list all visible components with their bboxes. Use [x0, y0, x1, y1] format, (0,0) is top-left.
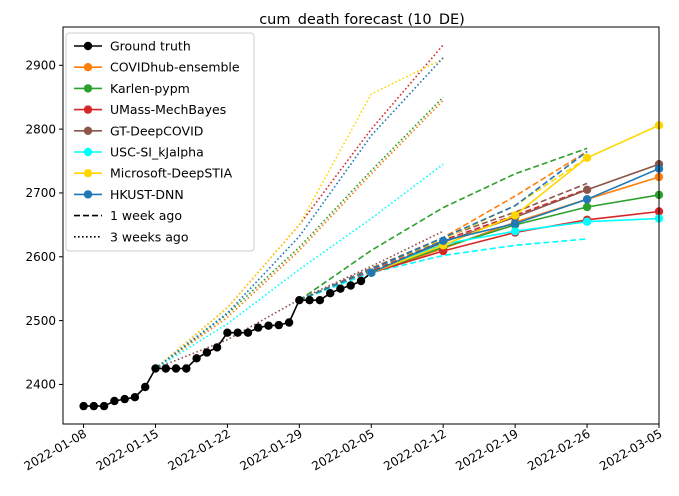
legend-marker — [83, 126, 93, 135]
umass-mechbayes-3wk-line — [154, 44, 444, 370]
legend-marker — [83, 84, 93, 93]
ground-truth-point — [254, 323, 263, 332]
ground-truth-point — [356, 276, 366, 286]
ground-truth-point — [182, 364, 191, 373]
covidhub-ensemble-1wk-line — [298, 150, 588, 301]
ground-truth-point — [274, 320, 283, 330]
ground-truth-point — [130, 393, 140, 402]
ground-truth-point — [315, 296, 325, 305]
legend-marker — [83, 190, 93, 199]
ground-truth-point — [295, 296, 304, 305]
microsoft-deepstia-forecast-point — [582, 153, 592, 162]
x-tick-label: 2022-02-19 — [453, 426, 520, 473]
x-axis: 2022-01-08 2022-01-15 2022-01-22 2022-01-29… — [22, 424, 665, 473]
ground-truth-point — [99, 401, 109, 411]
plot-area — [79, 44, 664, 411]
usc-si-kjalpha-forecast-point — [582, 217, 592, 226]
ground-truth-point — [243, 328, 253, 337]
legend-marker — [83, 41, 93, 51]
legend-marker — [83, 62, 93, 72]
ground-truth-point — [110, 396, 119, 406]
karlen-pypm-1wk-line — [298, 147, 588, 301]
legend-label: Ground truth — [110, 39, 191, 54]
y-axis: 2400 2500 2600 2700 2800 2900 — [25, 59, 63, 392]
legend-label: COVIDhub-ensemble — [110, 60, 240, 75]
x-tick-label: 2022-01-08 — [22, 426, 89, 473]
karlen-pypm-forecast-point — [582, 202, 592, 212]
ground-truth-point — [192, 354, 201, 363]
ground-truth-point — [161, 364, 170, 373]
chart-title: cum_death forecast (10_DE) — [259, 12, 465, 28]
hkust-dnn-forecast-point — [367, 268, 376, 277]
legend-label: USC-SI_kJalpha — [110, 145, 204, 160]
microsoft-deepstia-forecast-point — [510, 211, 520, 220]
ground-truth-point — [151, 364, 160, 373]
microsoft-deepstia-forecast-line — [371, 124, 660, 274]
legend-marker — [83, 105, 93, 114]
legend-label: 3 weeks ago — [110, 229, 189, 244]
ground-truth-point — [305, 296, 314, 305]
y-tick-label: 2700 — [25, 186, 56, 200]
ground-truth-point — [141, 382, 150, 392]
hkust-dnn-forecast-point — [439, 236, 448, 245]
x-tick-label: 2022-02-12 — [381, 426, 448, 473]
x-tick-label: 2022-03-05 — [597, 426, 664, 473]
usc-si-kjalpha-1wk-line — [299, 238, 588, 301]
legend-label: UMass-MechBayes — [110, 102, 226, 117]
ground-truth-point — [202, 348, 212, 357]
x-tick-label: 2022-01-22 — [166, 426, 233, 473]
ground-truth-point — [326, 289, 335, 298]
ground-truth-point — [89, 401, 99, 411]
ground-truth-point — [346, 281, 355, 290]
y-tick-label: 2600 — [25, 250, 56, 264]
legend-label: Microsoft-DeepSTIA — [110, 166, 233, 181]
y-tick-label: 2400 — [25, 378, 56, 392]
plot-frame — [62, 26, 660, 425]
ground-truth-point — [171, 364, 181, 373]
usc-si-kjalpha-forecast-point — [510, 227, 520, 236]
ground-truth-point — [336, 284, 345, 293]
legend-box — [65, 32, 255, 252]
ground-truth-point — [264, 321, 273, 330]
legend: Ground truth COVIDhub-ensemble Karlen-pypm… — [65, 32, 255, 252]
legend-label: 1 week ago — [110, 208, 182, 223]
usc-si-kjalpha-3wk-line — [155, 163, 444, 370]
hkust-dnn-3wk-line — [155, 57, 444, 370]
legend-label: Karlen-pypm — [110, 81, 190, 96]
legend-marker — [83, 169, 93, 178]
x-tick-label: 2022-02-05 — [309, 426, 376, 473]
hkust-dnn-forecast-point — [582, 195, 592, 204]
x-tick-label: 2022-02-26 — [525, 426, 592, 473]
ground-truth-point — [79, 401, 88, 411]
hkust-dnn-forecast-point — [510, 219, 520, 228]
ground-truth-point — [212, 343, 222, 352]
legend-marker — [83, 147, 93, 157]
x-tick-label: 2022-01-15 — [94, 426, 161, 473]
y-tick-label: 2800 — [25, 122, 56, 136]
ground-truth-point — [120, 394, 129, 404]
gt-deepcovid-forecast-point — [582, 185, 592, 194]
ground-truth-point — [223, 328, 232, 337]
y-tick-label: 2900 — [25, 59, 56, 73]
hkust-dnn-1wk-line — [298, 150, 588, 301]
ground-truth-point — [233, 328, 242, 337]
legend-label: HKUST-DNN — [110, 187, 184, 202]
legend-label: GT-DeepCOVID — [110, 123, 203, 138]
x-tick-label: 2022-01-29 — [237, 426, 304, 473]
y-tick-label: 2500 — [25, 314, 56, 328]
ground-truth-point — [284, 318, 294, 327]
